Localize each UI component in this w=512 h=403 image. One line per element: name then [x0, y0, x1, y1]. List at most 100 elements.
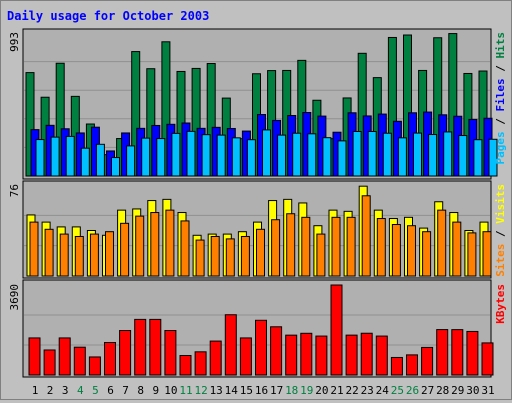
x-tick-label: 4 — [77, 384, 84, 397]
bar-kbytes-day-3 — [58, 337, 71, 376]
x-tick-label: 18 — [285, 384, 298, 397]
bar-kbytes-day-29 — [451, 329, 464, 376]
x-tick-label: 28 — [436, 384, 449, 397]
bar-sites-day-19 — [301, 216, 311, 277]
hits-bars — [25, 33, 498, 177]
bar-pages-day-31 — [488, 138, 498, 177]
bar-pages-day-7 — [126, 145, 136, 177]
hits-panel: 993 Pages / Files / Hits — [8, 28, 507, 180]
bar-hits-day-1 — [25, 72, 35, 177]
bar-pages-day-11 — [186, 130, 196, 177]
bar-hits-day-9 — [146, 68, 156, 177]
x-tick-label: 22 — [345, 384, 358, 397]
x-tick-label: 24 — [376, 384, 390, 397]
bar-sites-day-11 — [180, 220, 190, 277]
bar-sites-day-3 — [59, 233, 69, 277]
bar-pages-day-23 — [367, 131, 377, 177]
bar-sites-day-2 — [44, 228, 54, 277]
x-tick-label: 17 — [270, 384, 283, 397]
bar-sites-day-21 — [331, 216, 341, 277]
bar-sites-day-23 — [361, 195, 371, 277]
bar-sites-day-22 — [346, 216, 356, 277]
bar-kbytes-day-20 — [315, 335, 328, 376]
bar-kbytes-day-4 — [73, 346, 86, 376]
x-tick-label: 6 — [107, 384, 114, 397]
bar-sites-day-9 — [150, 212, 160, 277]
x-tick-label: 27 — [421, 384, 434, 397]
bar-pages-day-5 — [95, 143, 105, 177]
bar-pages-day-9 — [156, 138, 166, 177]
bar-pages-day-27 — [428, 134, 438, 177]
bar-pages-day-18 — [292, 132, 302, 177]
bar-pages-day-2 — [50, 136, 60, 177]
bar-pages-day-15 — [246, 139, 256, 177]
bar-sites-day-15 — [240, 235, 250, 277]
x-tick-label: 15 — [240, 384, 253, 397]
bar-kbytes-day-13 — [209, 340, 222, 376]
x-tick-label: 10 — [164, 384, 177, 397]
bar-pages-day-30 — [473, 139, 483, 177]
bar-hits-day-25 — [387, 36, 397, 177]
legend-files: Files — [494, 78, 507, 111]
chart-title: Daily usage for October 2003 — [7, 9, 209, 23]
bar-kbytes-day-23 — [360, 332, 373, 376]
x-tick-label: 5 — [92, 384, 99, 397]
legend-visits: Visits — [494, 184, 507, 224]
bar-pages-day-29 — [458, 135, 468, 177]
x-tick-label: 8 — [137, 384, 144, 397]
bar-kbytes-day-2 — [43, 349, 56, 376]
kbytes-bars — [28, 284, 494, 376]
bar-pages-day-8 — [141, 137, 151, 177]
x-tick-label: 11 — [179, 384, 192, 397]
bar-sites-day-10 — [165, 209, 175, 277]
bar-pages-day-16 — [262, 129, 271, 177]
legend-kbytes: KBytes — [494, 284, 507, 324]
x-tick-label: 16 — [255, 384, 268, 397]
bar-sites-day-26 — [407, 225, 416, 277]
bar-kbytes-day-21 — [330, 284, 343, 376]
x-tick-label: 21 — [330, 384, 343, 397]
bar-pages-day-28 — [443, 131, 453, 177]
visits-panel: 76 Sites / Visits — [8, 180, 507, 279]
bar-kbytes-day-17 — [270, 326, 283, 376]
visits-bars — [26, 185, 492, 277]
bar-pages-day-4 — [80, 147, 90, 177]
kbytes-panel: 3690 KBytes — [8, 279, 507, 378]
bar-sites-day-13 — [210, 235, 220, 277]
bar-hits-day-23 — [357, 52, 367, 177]
bar-kbytes-day-6 — [104, 341, 116, 376]
bar-kbytes-day-31 — [481, 342, 494, 376]
bar-sites-day-16 — [256, 228, 265, 277]
bar-hits-day-13 — [206, 63, 216, 177]
x-tick-label: 12 — [194, 384, 207, 397]
bar-hits-day-29 — [448, 33, 458, 177]
x-tick-label: 25 — [391, 384, 404, 397]
hits-legend: Pages / Files / Hits — [494, 32, 507, 165]
bar-pages-day-20 — [322, 137, 332, 177]
bar-pages-day-17 — [277, 134, 287, 177]
legend-pages: Pages — [494, 131, 507, 164]
x-tick-label: 9 — [152, 384, 159, 397]
x-tick-label: 30 — [466, 384, 479, 397]
bar-sites-day-30 — [467, 232, 477, 277]
bar-sites-day-12 — [195, 239, 205, 277]
bar-kbytes-day-24 — [375, 335, 388, 376]
bar-sites-day-18 — [286, 213, 296, 277]
bar-kbytes-day-19 — [300, 332, 313, 376]
bar-sites-day-31 — [482, 231, 492, 277]
x-tick-label: 31 — [481, 384, 494, 397]
bar-hits-day-28 — [433, 37, 443, 177]
bar-kbytes-day-22 — [345, 334, 358, 376]
bar-pages-day-6 — [111, 157, 120, 177]
x-tick-label: 2 — [47, 384, 54, 397]
bar-pages-day-19 — [307, 133, 317, 177]
bar-hits-day-10 — [161, 41, 171, 177]
x-axis-labels: 1 2 3 4 5 6 7 8 9 10 11 12 13 14 15 16 17 18 19 20 21 22 23 24 2… — [32, 384, 495, 397]
bar-pages-day-10 — [171, 132, 181, 177]
x-tick-label: 20 — [315, 384, 328, 397]
bar-kbytes-day-1 — [28, 337, 41, 376]
bar-kbytes-day-30 — [466, 330, 479, 376]
bar-sites-day-7 — [120, 222, 130, 277]
bar-kbytes-day-7 — [119, 330, 132, 376]
